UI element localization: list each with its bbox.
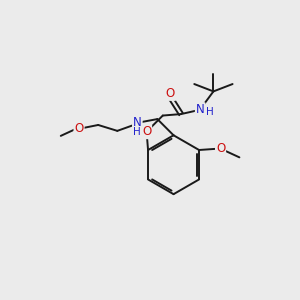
Text: O: O [142, 125, 151, 138]
Text: H: H [206, 107, 214, 117]
Text: O: O [216, 142, 225, 155]
Text: O: O [166, 87, 175, 100]
Text: H: H [133, 127, 141, 137]
Text: O: O [74, 122, 84, 135]
Text: N: N [133, 116, 142, 129]
Text: N: N [196, 103, 205, 116]
